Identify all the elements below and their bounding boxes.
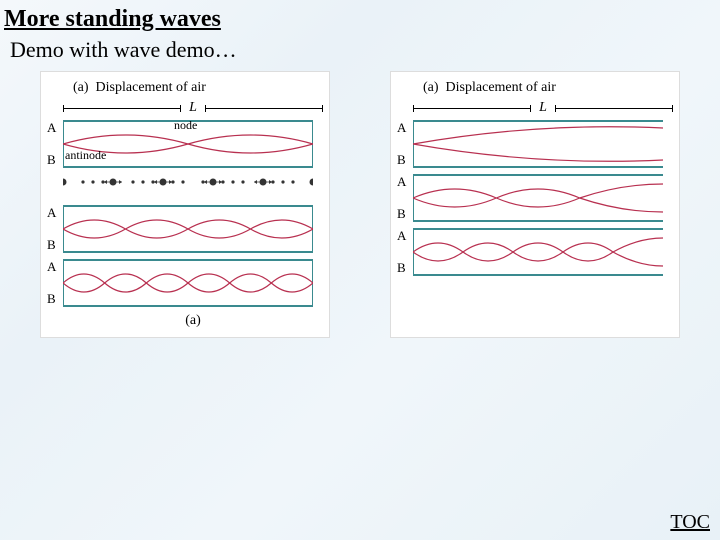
length-bar-right-2	[555, 108, 673, 109]
left-header-prefix: (a)	[73, 80, 89, 95]
antinode-label: antinode	[65, 148, 106, 163]
right-panel: (a) Displacement of air L A B A B	[390, 71, 680, 338]
left-panel: (a) Displacement of air L A B antinode no…	[40, 71, 330, 338]
right-header-text: Displacement of air	[446, 80, 556, 95]
right-label-b-2: B	[397, 260, 406, 276]
particle-dots	[63, 174, 323, 195]
right-wave-0: A B	[413, 120, 673, 168]
right-label-a-1: A	[397, 174, 406, 190]
right-wave-2: A B	[413, 228, 673, 276]
right-length-indicator: L	[397, 100, 673, 116]
left-length-indicator: L	[47, 100, 323, 116]
right-panel-title: (a) Displacement of air	[397, 80, 673, 96]
left-bottom-label: (a)	[47, 313, 323, 329]
length-bar-left-1	[63, 108, 181, 109]
left-wave-0: A B antinodenode	[63, 120, 323, 168]
page-subtitle: Demo with wave demo…	[0, 35, 720, 71]
right-header-prefix: (a)	[423, 80, 439, 95]
left-label-a-2: A	[47, 259, 56, 275]
left-label-b-2: B	[47, 291, 56, 307]
right-label-a-0: A	[397, 120, 406, 136]
left-label-a-0: A	[47, 120, 56, 136]
left-length-label: L	[185, 100, 201, 116]
right-wave-svg-1	[413, 174, 663, 222]
page-title: More standing waves	[0, 0, 720, 35]
left-label-b-1: B	[47, 237, 56, 253]
left-label-a-1: A	[47, 205, 56, 221]
left-panel-title: (a) Displacement of air	[47, 80, 323, 96]
right-label-b-0: B	[397, 152, 406, 168]
dots-svg	[63, 174, 313, 190]
right-length-label: L	[535, 100, 551, 116]
toc-link[interactable]: TOC	[670, 511, 710, 534]
left-header-text: Displacement of air	[96, 80, 206, 95]
left-wave-svg-1	[63, 205, 313, 253]
diagram-panels: (a) Displacement of air L A B antinode no…	[0, 71, 720, 338]
right-wave-svg-2	[413, 228, 663, 276]
right-wave-svg-0	[413, 120, 663, 168]
right-wave-1: A B	[413, 174, 673, 222]
right-label-a-2: A	[397, 228, 406, 244]
left-wave-svg-2	[63, 259, 313, 307]
left-label-b-0: B	[47, 152, 56, 168]
left-wave-1: A B	[63, 205, 323, 253]
right-label-b-1: B	[397, 206, 406, 222]
left-wave-2: A B	[63, 259, 323, 307]
length-bar-right-1	[413, 108, 531, 109]
node-label: node	[174, 118, 197, 133]
length-bar-left-2	[205, 108, 323, 109]
